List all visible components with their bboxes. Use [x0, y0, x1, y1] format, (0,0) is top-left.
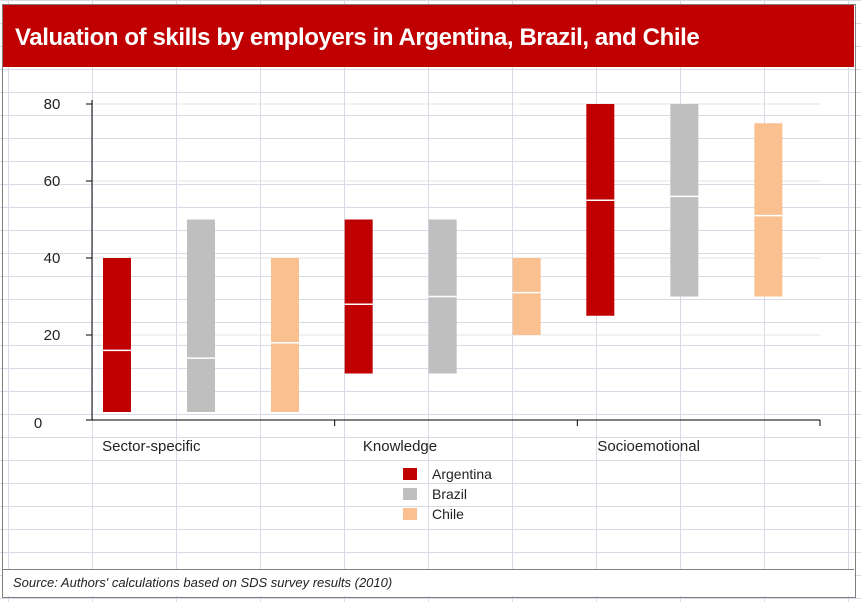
source-footer: Source: Authors' calculations based on S… [3, 569, 854, 596]
legend-swatch-brazil [403, 488, 417, 500]
y-tick-label: 40 [44, 250, 61, 267]
chart-title: Valuation of skills by employers in Arge… [15, 24, 700, 51]
title-bar: Valuation of skills by employers in Arge… [3, 5, 854, 67]
legend-label-brazil: Brazil [432, 486, 467, 502]
legend-swatch-chile [403, 508, 417, 520]
range-bar-chile [271, 258, 299, 412]
range-bar-argentina [344, 219, 373, 374]
x-category-label: Knowledge [363, 438, 437, 455]
x-category-label: Sector-specific [102, 438, 201, 455]
range-bar-chile [754, 123, 783, 297]
y-tick-label: 0 [34, 415, 42, 432]
range-bar-brazil [670, 104, 699, 297]
chart-legend: Argentina Brazil Chile [403, 466, 492, 522]
plot-area: 0 20 40 60 80 Sector-specific Knowledge Socioem… [34, 96, 821, 455]
y-tick-label: 60 [44, 173, 61, 190]
legend-label-argentina: Argentina [432, 466, 492, 482]
y-tick-label: 20 [44, 327, 61, 344]
range-bar-argentina [586, 104, 615, 316]
range-bar-chile [512, 258, 541, 335]
legend-label-chile: Chile [432, 506, 464, 522]
range-bar-argentina [103, 258, 131, 412]
range-bar-brazil [187, 219, 215, 412]
x-category-label: Socioemotional [597, 438, 700, 455]
legend-swatch-argentina [403, 468, 417, 480]
y-tick-label: 80 [44, 96, 61, 113]
source-note: Source: Authors' calculations based on S… [13, 575, 393, 590]
chart-frame [2, 4, 856, 598]
